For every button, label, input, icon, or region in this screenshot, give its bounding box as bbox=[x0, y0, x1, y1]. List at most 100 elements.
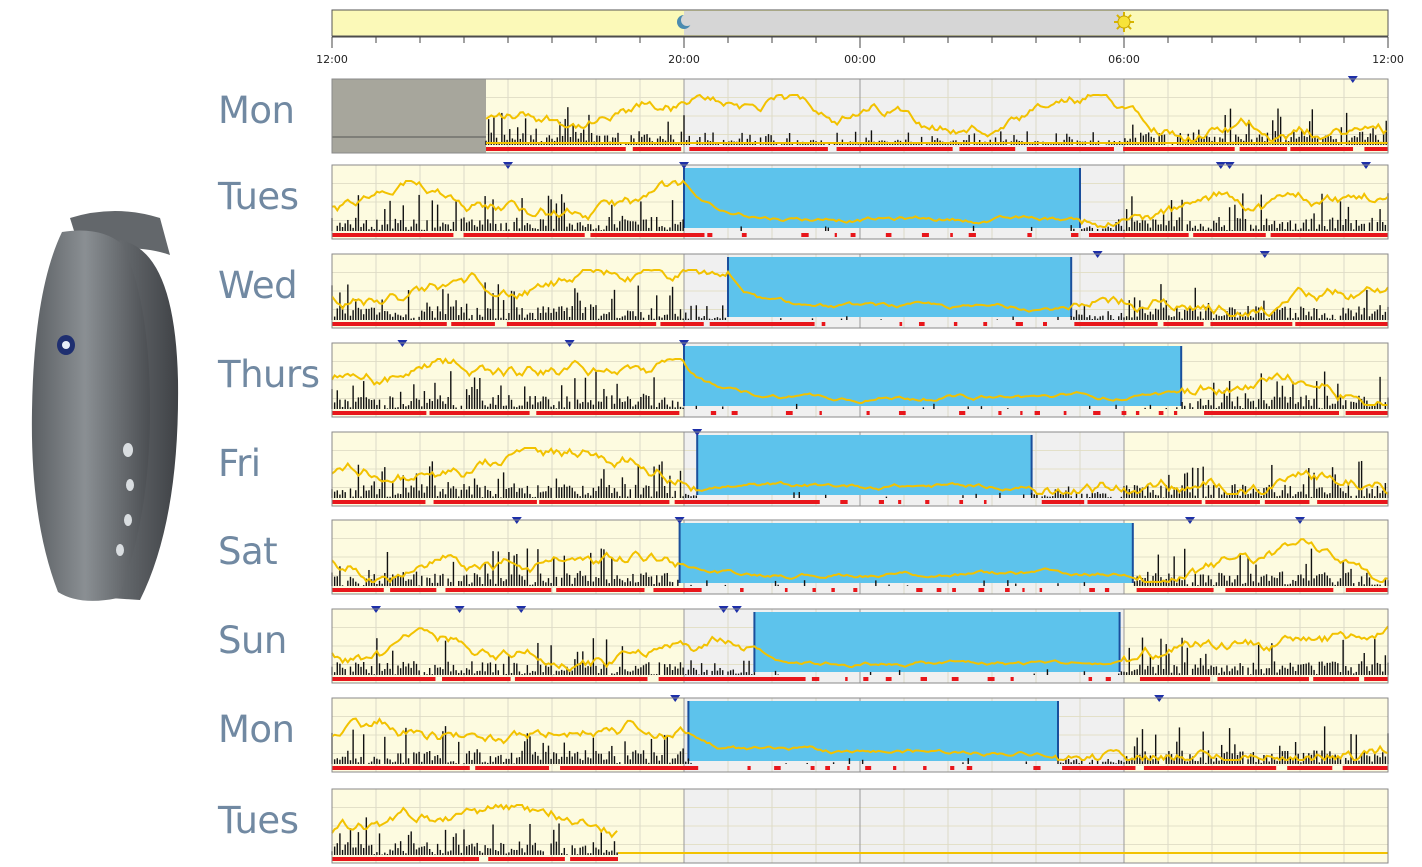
wake-bar bbox=[1270, 233, 1388, 237]
wake-bar bbox=[1342, 766, 1388, 770]
tick-label: 20:00 bbox=[668, 53, 700, 66]
wake-bar bbox=[1026, 147, 1114, 151]
wake-bar bbox=[1364, 677, 1388, 681]
wake-bar bbox=[1071, 233, 1079, 237]
wake-bar bbox=[968, 233, 976, 237]
wake-bar bbox=[898, 411, 906, 415]
wake-bar bbox=[1290, 147, 1354, 151]
wake-bar bbox=[978, 588, 985, 592]
wake-bar bbox=[1105, 677, 1111, 681]
wristband bbox=[31, 211, 179, 601]
wake-bar bbox=[707, 233, 713, 237]
wake-bar bbox=[1135, 411, 1140, 415]
day-label: Sat bbox=[218, 530, 278, 573]
wake-bar bbox=[825, 766, 831, 770]
wake-bar bbox=[536, 411, 680, 415]
wake-bar bbox=[893, 766, 897, 770]
wake-bar bbox=[332, 233, 454, 237]
night-band bbox=[684, 11, 1124, 35]
wake-bar bbox=[959, 147, 1016, 151]
wake-bar bbox=[784, 588, 788, 592]
wake-bar bbox=[442, 677, 511, 681]
wake-bar bbox=[1005, 588, 1010, 592]
wake-bar bbox=[1043, 322, 1047, 326]
day-label: Mon bbox=[218, 708, 295, 751]
wake-bar bbox=[1204, 411, 1340, 415]
wake-bar bbox=[845, 677, 848, 681]
tick-label: 00:00 bbox=[844, 53, 876, 66]
daylight-bar bbox=[331, 9, 1389, 37]
wake-bar bbox=[959, 500, 964, 504]
wake-bar bbox=[556, 588, 645, 592]
wake-bar bbox=[899, 322, 903, 326]
light-trace bbox=[331, 357, 1388, 406]
wake-bar bbox=[689, 147, 828, 151]
day-row bbox=[331, 251, 1389, 329]
wake-bar bbox=[632, 147, 682, 151]
wake-bar bbox=[433, 500, 537, 504]
wake-bar bbox=[1034, 411, 1040, 415]
wake-bar bbox=[514, 677, 648, 681]
wake-bar bbox=[950, 766, 955, 770]
wake-bar bbox=[1205, 500, 1260, 504]
wake-bar bbox=[332, 500, 426, 504]
wake-bar bbox=[1022, 588, 1025, 592]
wake-bar bbox=[898, 500, 902, 504]
wake-bar bbox=[966, 766, 973, 770]
day-label: Mon bbox=[218, 89, 295, 132]
wake-bar bbox=[1089, 588, 1095, 592]
wake-bar bbox=[1033, 766, 1041, 770]
wake-bar bbox=[1295, 322, 1388, 326]
wake-bar bbox=[987, 677, 995, 681]
row-frame bbox=[331, 608, 1389, 684]
wake-bar bbox=[475, 766, 550, 770]
row-frame bbox=[331, 78, 1389, 154]
wake-bar bbox=[983, 500, 987, 504]
day-row bbox=[331, 606, 1389, 684]
wake-bar bbox=[885, 677, 892, 681]
wake-bar bbox=[332, 322, 447, 326]
wake-bar bbox=[1158, 411, 1164, 415]
wake-bar bbox=[429, 411, 530, 415]
wake-bar bbox=[1020, 411, 1023, 415]
light-trace bbox=[331, 625, 1389, 673]
wake-bar bbox=[959, 411, 966, 415]
wake-bar bbox=[819, 411, 822, 415]
row-frame bbox=[331, 342, 1389, 418]
wake-bar bbox=[1015, 322, 1023, 326]
wake-bar bbox=[1239, 147, 1288, 151]
wake-bar bbox=[332, 857, 480, 861]
wake-bar bbox=[332, 411, 427, 415]
wake-bar bbox=[1039, 588, 1043, 592]
wake-bar bbox=[1062, 766, 1136, 770]
wake-bar bbox=[925, 500, 930, 504]
wake-bar bbox=[332, 677, 436, 681]
wake-bar bbox=[740, 588, 744, 592]
wake-bar bbox=[570, 857, 618, 861]
wake-bar bbox=[1121, 411, 1127, 415]
wake-bar bbox=[660, 322, 704, 326]
wake-bar bbox=[741, 233, 747, 237]
wake-bar bbox=[952, 588, 956, 592]
wake-bar bbox=[1313, 677, 1360, 681]
wake-bar bbox=[1217, 677, 1309, 681]
day-label: Fri bbox=[218, 442, 261, 485]
wake-bar bbox=[590, 233, 705, 237]
wake-bar bbox=[747, 766, 751, 770]
day-label: Sun bbox=[218, 619, 287, 662]
wake-bar bbox=[674, 500, 820, 504]
day-row bbox=[331, 788, 1389, 864]
wake-bar bbox=[1225, 588, 1334, 592]
wake-bar bbox=[1041, 500, 1085, 504]
tick-label: 12:00 bbox=[316, 53, 348, 66]
wake-bar bbox=[1088, 233, 1189, 237]
wake-bar bbox=[983, 322, 988, 326]
wake-bar bbox=[885, 233, 892, 237]
wake-bar bbox=[710, 411, 717, 415]
row-frame bbox=[331, 788, 1389, 864]
day-label: Thurs bbox=[218, 353, 320, 396]
wake-bar bbox=[1345, 411, 1388, 415]
wake-bar bbox=[1010, 677, 1014, 681]
wake-bar bbox=[831, 588, 835, 592]
